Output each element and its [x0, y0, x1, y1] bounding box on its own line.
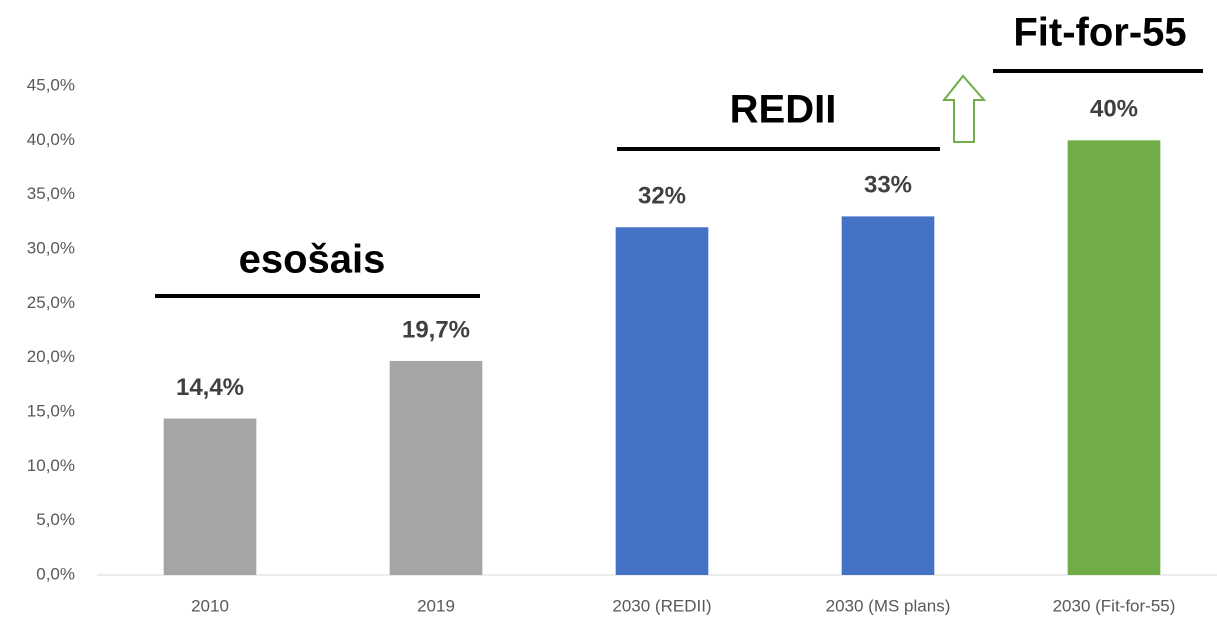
- y-tick-label: 30,0%: [27, 238, 75, 257]
- y-tick-label: 45,0%: [27, 75, 75, 94]
- arrow: [941, 74, 987, 143]
- y-tick-label: 35,0%: [27, 184, 75, 203]
- value-label: 32%: [638, 183, 686, 210]
- x-tick-label: 2030 (MS plans): [826, 596, 951, 615]
- y-tick-label: 5,0%: [36, 510, 75, 529]
- y-tick-label: 20,0%: [27, 347, 75, 366]
- x-tick-label: 2030 (Fit-for-55): [1053, 596, 1176, 615]
- y-tick-label: 0,0%: [36, 564, 75, 583]
- value-label: 14,4%: [176, 374, 244, 401]
- bar: [163, 418, 257, 575]
- y-tick-label: 40,0%: [27, 130, 75, 149]
- annotation: Fit-for-55: [1013, 11, 1186, 55]
- annotation: esošais: [239, 238, 386, 282]
- x-tick-label: 2019: [417, 596, 455, 615]
- y-tick-label: 15,0%: [27, 401, 75, 420]
- value-label: 19,7%: [402, 316, 470, 343]
- bar: [615, 227, 709, 575]
- y-tick-label: 10,0%: [27, 456, 75, 475]
- bar: [389, 360, 483, 575]
- bar: [1067, 140, 1161, 576]
- value-label: 40%: [1090, 96, 1138, 123]
- value-label: 33%: [864, 172, 912, 199]
- bar: [841, 216, 935, 575]
- y-tick-label: 25,0%: [27, 293, 75, 312]
- x-tick-label: 2030 (REDII): [612, 596, 711, 615]
- x-tick-label: 2010: [191, 596, 229, 615]
- annotation: REDII: [730, 88, 837, 132]
